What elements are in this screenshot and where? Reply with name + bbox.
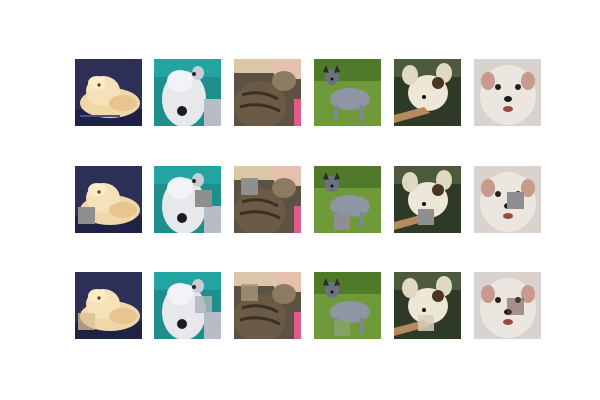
occlusion-patch (241, 178, 258, 195)
tile-r2-c6-maltese-occluded (474, 166, 541, 233)
tile-r1-c5-chihuahua (394, 59, 461, 126)
occlusion-patch (507, 192, 524, 209)
occlusion-patch (195, 190, 212, 207)
heeler-dog-grass-image (314, 166, 381, 233)
chihuahua-image (394, 272, 461, 339)
white-dog-teal-image (154, 166, 221, 233)
white-dog-teal-image (154, 59, 221, 126)
tabby-cat-image (234, 272, 301, 339)
tile-r3-c5-chihuahua-inpainted (394, 272, 461, 339)
fluffy-dog-image (75, 272, 142, 339)
tile-r3-c2-white-dog-inpainted (154, 272, 221, 339)
chihuahua-image (394, 59, 461, 126)
occlusion-patch (418, 209, 434, 225)
tile-r2-c3-tabby-cat-occluded (234, 166, 301, 233)
tile-r1-c2-white-dog (154, 59, 221, 126)
tabby-cat-image (234, 59, 301, 126)
tile-r2-c1-fluffy-dog-occluded (75, 166, 142, 233)
heeler-dog-grass-image (314, 272, 381, 339)
occlusion-patch (78, 207, 95, 224)
tile-r3-c1-fluffy-dog-inpainted (75, 272, 142, 339)
tile-r1-c4-heeler-dog (314, 59, 381, 126)
tile-r2-c4-heeler-dog-occluded (314, 166, 381, 233)
tile-r2-c5-chihuahua-occluded (394, 166, 461, 233)
fluffy-dog-image (75, 59, 142, 126)
tile-r1-c1-fluffy-dog (75, 59, 142, 126)
maltese-image (474, 272, 541, 339)
tile-r3-c3-tabby-cat-inpainted (234, 272, 301, 339)
occlusion-patch (334, 214, 350, 230)
tile-r1-c6-maltese (474, 59, 541, 126)
maltese-image (474, 166, 541, 233)
tabby-cat-image (234, 166, 301, 233)
white-dog-teal-image (154, 272, 221, 339)
chihuahua-image (394, 166, 461, 233)
maltese-image (474, 59, 541, 126)
tile-r1-c3-tabby-cat (234, 59, 301, 126)
heeler-dog-grass-image (314, 59, 381, 126)
tile-r3-c6-maltese-inpainted (474, 272, 541, 339)
tile-r3-c4-heeler-dog-inpainted (314, 272, 381, 339)
fluffy-dog-image (75, 166, 142, 233)
tile-r2-c2-white-dog-occluded (154, 166, 221, 233)
